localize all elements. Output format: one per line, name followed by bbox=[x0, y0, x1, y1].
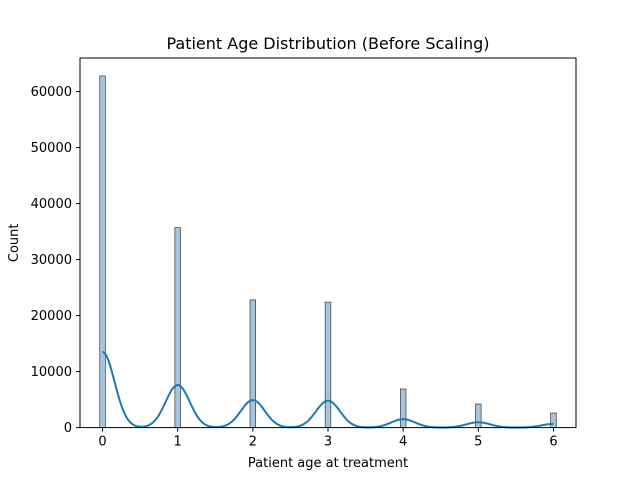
bars-group bbox=[99, 75, 557, 428]
y-axis-label: Count bbox=[7, 223, 22, 262]
y-tick-label: 10000 bbox=[31, 365, 72, 380]
y-tick-label: 60000 bbox=[31, 85, 72, 100]
x-tick-label: 3 bbox=[324, 435, 332, 450]
x-tick-label: 0 bbox=[98, 435, 106, 450]
x-axis-label: Patient age at treatment bbox=[248, 456, 408, 471]
kde-group bbox=[102, 351, 554, 429]
histogram-bar bbox=[174, 227, 181, 428]
y-tick-label: 20000 bbox=[31, 309, 72, 324]
x-tick-label: 5 bbox=[474, 435, 482, 450]
histogram-bar bbox=[324, 301, 332, 428]
y-tick-label: 40000 bbox=[31, 197, 72, 212]
kde-line bbox=[102, 351, 554, 429]
x-tick-label: 6 bbox=[549, 435, 557, 450]
y-tick-label: 30000 bbox=[31, 253, 72, 268]
x-tick-label: 1 bbox=[174, 435, 182, 450]
x-tick-label: 2 bbox=[249, 435, 257, 450]
y-ticks: 0 10000 20000 30000 40000 50000 60000 bbox=[31, 85, 80, 436]
chart-title: Patient Age Distribution (Before Scaling… bbox=[166, 34, 489, 53]
histogram-bar bbox=[99, 75, 106, 428]
histogram-bar bbox=[249, 299, 257, 428]
x-ticks: 0 1 2 3 4 5 6 bbox=[98, 427, 558, 450]
histogram-bar bbox=[550, 412, 557, 428]
histogram-bar bbox=[399, 388, 407, 428]
y-tick-label: 0 bbox=[64, 421, 72, 436]
x-tick-label: 4 bbox=[399, 435, 407, 450]
histogram-bar bbox=[475, 403, 482, 428]
y-tick-label: 50000 bbox=[31, 141, 72, 156]
